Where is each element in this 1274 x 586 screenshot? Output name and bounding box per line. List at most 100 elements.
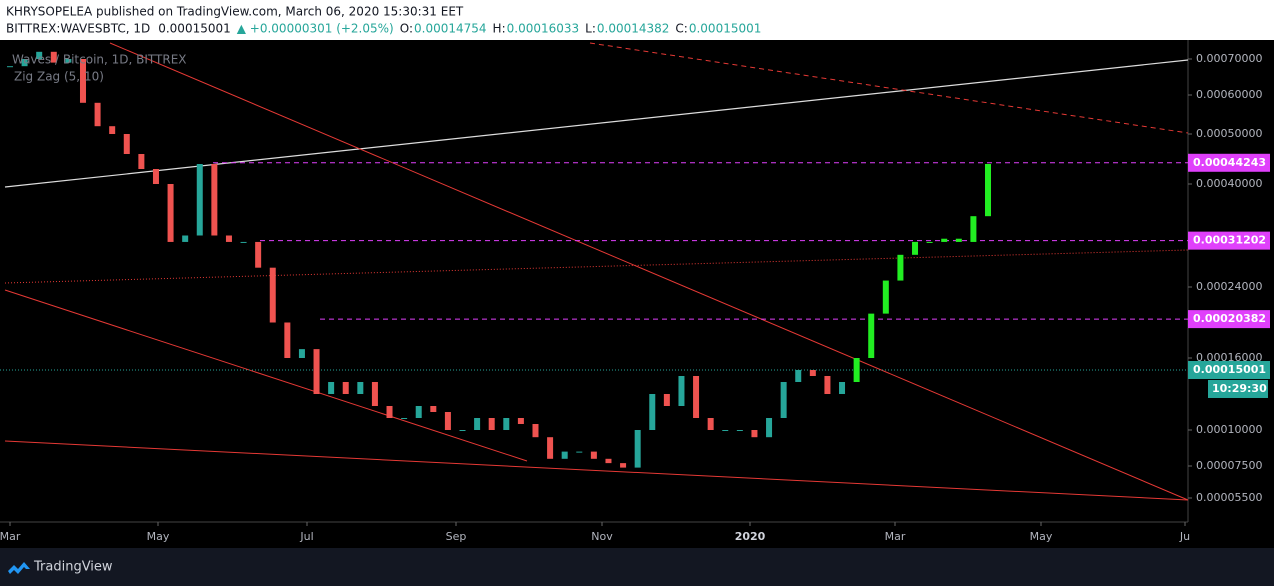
- candle: [182, 235, 189, 242]
- level-label: 0.00031202: [1193, 234, 1266, 247]
- candle: [240, 241, 247, 243]
- candle: [255, 241, 262, 268]
- header-text: 0.00016033: [507, 22, 580, 36]
- y-tick-label: 0.00060000: [1196, 88, 1262, 101]
- y-tick-label: 0.00040000: [1196, 177, 1262, 190]
- last-price-label: 0.00015001: [1193, 363, 1266, 376]
- level-tag: [1188, 231, 1270, 250]
- candle: [780, 382, 787, 418]
- candle: [415, 406, 422, 418]
- x-tick-label: Sep: [446, 530, 467, 543]
- x-tick-label: Ju: [1179, 530, 1190, 543]
- countdown: 10:29:30: [1212, 382, 1267, 395]
- candle: [79, 59, 86, 103]
- level-label: 0.00044243: [1193, 156, 1266, 169]
- y-tick-label: 0.00050000: [1196, 127, 1262, 140]
- candle: [663, 394, 670, 406]
- candle: [955, 238, 962, 242]
- y-tick-label: 0.00005500: [1196, 491, 1262, 504]
- candle: [868, 313, 875, 358]
- plot: [0, 51, 1188, 468]
- candle: [751, 430, 758, 438]
- candle: [474, 418, 481, 430]
- candle: [138, 154, 145, 169]
- header-text: 0.00014382: [597, 22, 670, 36]
- candle: [576, 451, 583, 453]
- x-tick-label: May: [147, 530, 170, 543]
- trend-line: [109, 42, 1189, 501]
- candle: [912, 241, 919, 255]
- x-tick-label: Mar: [885, 530, 906, 543]
- trend-line: [4, 249, 1189, 284]
- x-tick-label: Nov: [591, 530, 613, 543]
- candle: [517, 418, 524, 424]
- candle: [532, 424, 539, 438]
- candle: [21, 59, 28, 67]
- symbol-row: BITTREX:WAVESBTC, 1D 0.00015001 ▲ +0.00000…: [6, 22, 761, 36]
- candle: [649, 394, 656, 430]
- header-text: BITTREX:WAVESBTC, 1D: [6, 22, 150, 36]
- candle: [50, 51, 57, 63]
- candle: [926, 241, 933, 243]
- candle: [269, 267, 276, 323]
- y-tick-label: 0.00010000: [1196, 423, 1262, 436]
- candle: [36, 51, 43, 59]
- header-text: C:: [675, 22, 687, 36]
- y-tick-label: 0.00024000: [1196, 280, 1262, 293]
- level-tag: [1188, 310, 1270, 329]
- candle: [839, 382, 846, 394]
- candle: [225, 235, 232, 242]
- footer-brand: TradingView: [33, 560, 113, 575]
- candle: [561, 451, 568, 459]
- candle: [985, 164, 991, 217]
- candle: [284, 322, 291, 358]
- candle: [503, 418, 510, 430]
- level-tag: [1188, 153, 1270, 172]
- candle: [196, 164, 203, 236]
- header-text: L:: [585, 22, 596, 36]
- header-bar: [0, 0, 1274, 40]
- candle: [109, 126, 116, 134]
- candle: [897, 254, 904, 281]
- candle: [342, 382, 349, 394]
- candle: [766, 418, 773, 438]
- x-tick-label: Mar: [0, 530, 21, 543]
- candle: [401, 418, 408, 419]
- header-text: 0.00015001: [689, 22, 762, 36]
- candle: [313, 349, 320, 394]
- candle: [328, 382, 335, 394]
- candle: [941, 238, 948, 242]
- candle: [678, 376, 685, 406]
- candle: [722, 430, 729, 431]
- candle: [94, 102, 101, 127]
- candle: [970, 216, 977, 242]
- candle: [547, 437, 554, 459]
- trend-line: [589, 42, 1189, 134]
- candle: [459, 430, 466, 431]
- candle: [853, 358, 860, 382]
- trend-line: [4, 440, 1189, 501]
- candle: [590, 451, 597, 459]
- candle: [167, 184, 174, 242]
- series-legend: Waves / Bitcoin, 1D, BITTREX: [12, 53, 187, 67]
- candle: [357, 382, 364, 394]
- publisher: KHRYSOPELEA published on TradingView.com…: [6, 5, 464, 19]
- level-label: 0.00020382: [1193, 312, 1266, 325]
- candle: [707, 418, 714, 430]
- candle: [488, 418, 495, 430]
- header-text: H:: [493, 22, 506, 36]
- candle: [795, 370, 802, 382]
- candle: [371, 382, 378, 406]
- candle: [824, 376, 831, 394]
- candle: [7, 66, 13, 68]
- header-text: O:: [400, 22, 413, 36]
- countdown-tag: [1208, 379, 1268, 398]
- candle: [809, 370, 816, 376]
- candle: [736, 430, 743, 431]
- last-price-tag: [1188, 360, 1270, 379]
- y-tick-label: 0.00016000: [1196, 351, 1262, 364]
- y-tick-label: 0.00070000: [1196, 52, 1262, 65]
- header-text: 0.00014754: [414, 22, 487, 36]
